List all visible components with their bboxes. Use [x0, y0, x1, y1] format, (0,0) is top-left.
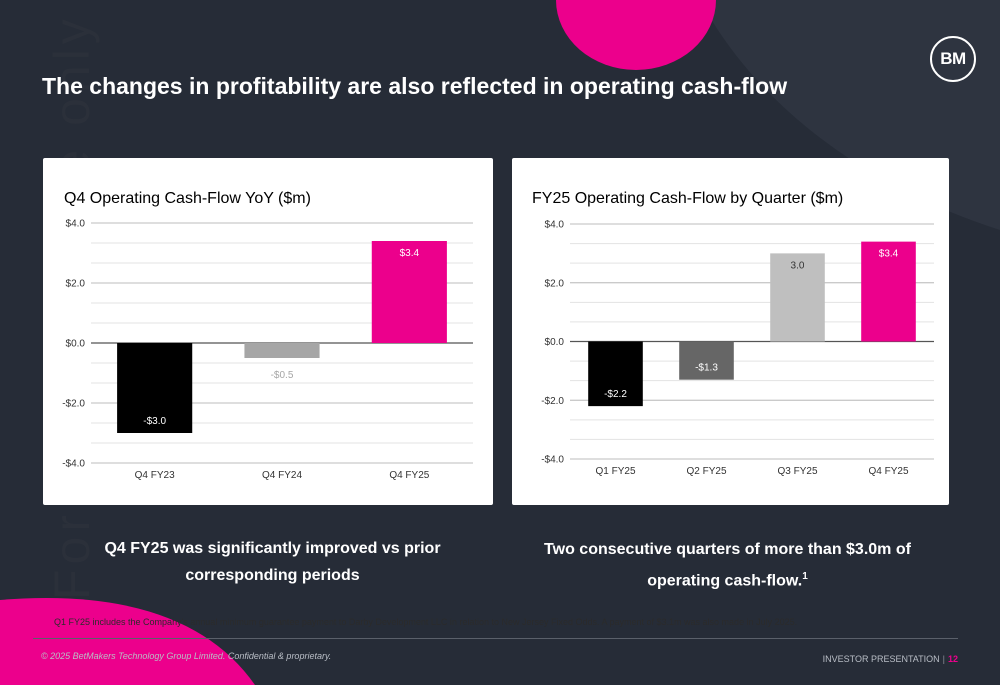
caption-left-rest: was significantly improved vs prior corr… [168, 540, 441, 584]
company-logo: BM [930, 36, 976, 82]
top-magenta-circle [556, 0, 716, 70]
y-tick-label: $2.0 [66, 279, 86, 290]
y-tick-label: $4.0 [545, 220, 565, 231]
y-tick-label: -$2.0 [541, 396, 564, 407]
footer-section: INVESTOR PRESENTATION | 12 [823, 654, 958, 664]
y-tick-label: -$4.0 [62, 459, 85, 470]
x-tick-label: Q4 FY25 [868, 466, 908, 477]
x-tick-label: Q4 FY24 [262, 470, 302, 481]
y-tick-label: $0.0 [66, 339, 86, 350]
caption-left-bold: Q4 FY25 [104, 540, 169, 557]
x-tick-label: Q2 FY25 [686, 466, 726, 477]
bar [679, 341, 734, 380]
footer-divider [33, 638, 958, 639]
x-tick-label: Q3 FY25 [777, 466, 817, 477]
copyright-notice: © 2025 BetMakers Technology Group Limite… [41, 651, 332, 661]
data-label: $3.4 [400, 248, 420, 259]
page-number: 12 [947, 654, 958, 664]
chart-title: FY25 Operating Cash-Flow by Quarter ($m) [532, 190, 843, 207]
data-label: 3.0 [791, 260, 805, 271]
chart-yoy: Q4 Operating Cash-Flow YoY ($m) $4.0 $2.0 $… [62, 190, 473, 481]
footer-section-label: INVESTOR PRESENTATION [822, 654, 940, 664]
bar [117, 343, 193, 433]
x-tick-label: Q4 FY23 [135, 470, 175, 481]
caption-left: Q4 FY25 was significantly improved vs pr… [60, 535, 485, 589]
bar [371, 241, 447, 343]
x-tick-label: Q4 FY25 [389, 470, 429, 481]
y-tick-label: -$2.0 [62, 399, 85, 410]
chart-title: Q4 Operating Cash-Flow YoY ($m) [64, 190, 311, 207]
bar [861, 241, 916, 342]
y-tick-label: -$4.0 [541, 455, 564, 466]
data-label: -$0.5 [271, 370, 294, 381]
chart-panel-quarterly: FY25 Operating Cash-Flow by Quarter ($m)… [512, 158, 949, 505]
caption-right: Two consecutive quarters of more than $3… [520, 536, 935, 594]
footnote: Q1 FY25 includes the Company's annual mi… [54, 617, 798, 627]
data-label: -$3.0 [143, 416, 166, 427]
data-label: -$1.3 [695, 363, 718, 374]
chart-quarterly: FY25 Operating Cash-Flow by Quarter ($m)… [532, 190, 934, 477]
data-label: -$2.2 [604, 389, 627, 400]
bar [770, 253, 825, 342]
caption-right-footnote-ref: 1 [802, 571, 808, 582]
chart-panel-yoy: Q4 Operating Cash-Flow YoY ($m) $4.0 $2.0 $… [43, 158, 493, 505]
page-title: The changes in profitability are also re… [42, 73, 788, 99]
bottom-magenta-shape [0, 598, 255, 685]
data-label: $3.4 [879, 249, 899, 260]
caption-right-text: Two consecutive quarters of more than $3… [544, 541, 911, 590]
bar [588, 341, 643, 407]
y-tick-label: $0.0 [545, 337, 565, 348]
footer-separator: | [942, 654, 945, 664]
y-tick-label: $2.0 [545, 278, 565, 289]
x-tick-label: Q1 FY25 [595, 466, 635, 477]
bar [244, 343, 320, 358]
y-tick-label: $4.0 [66, 219, 86, 230]
